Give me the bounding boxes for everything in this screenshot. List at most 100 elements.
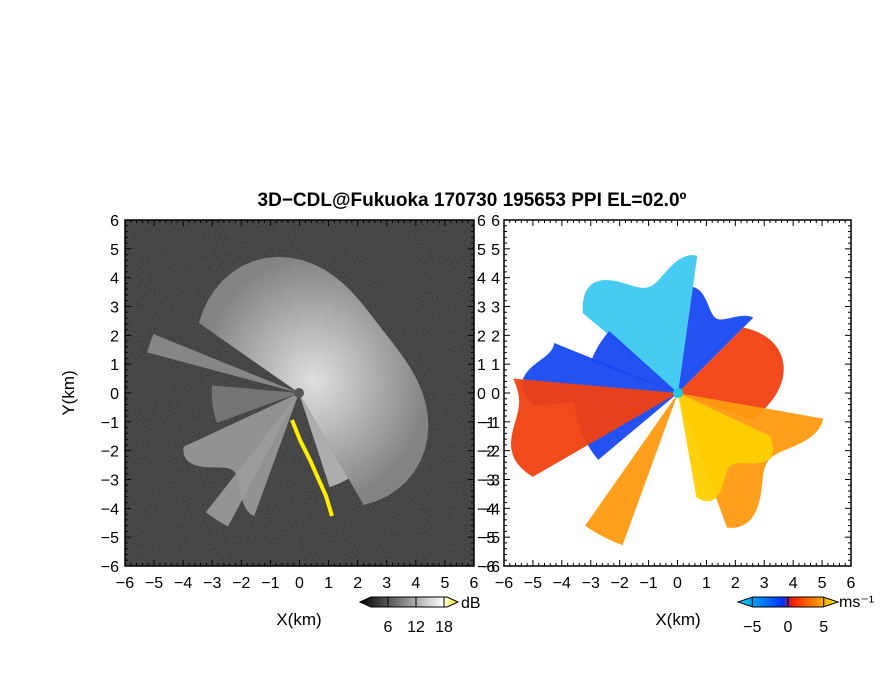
x-tick-label: −6 — [116, 575, 134, 592]
velocity-sector — [591, 331, 678, 393]
x-tick-label: 5 — [818, 575, 827, 592]
left-xlabel: X(km) — [276, 610, 321, 629]
x-tick-label: −6 — [495, 575, 513, 592]
right-axis-ticks: −6 −5 −4 −3 −2 −1 0 1 2 3 4 5 6 6 5 4 3 2 1 0 −1 −2 −3 −4 −5 −6 — [482, 213, 856, 592]
left-colorbar-bar — [358, 596, 460, 608]
x-tick-label: −5 — [524, 575, 542, 592]
y-tick-label: 3 — [110, 300, 119, 317]
y-tick-label: 6 — [110, 213, 119, 230]
y-tick-label: −1 — [101, 415, 119, 432]
colorbar-tick-label: 18 — [435, 619, 453, 636]
right-xlabel: X(km) — [655, 610, 700, 629]
y-tick-label: 3 — [491, 300, 500, 317]
left-colorbar: 6 12 18 dB — [358, 595, 481, 636]
colorbar-tick-label: −5 — [743, 619, 761, 636]
y-tick-label: 0 — [491, 386, 500, 403]
echo-sector — [183, 393, 299, 516]
strong-echo-edge — [290, 419, 334, 517]
y-tick-label: 6 — [491, 213, 500, 230]
y-tick-label-right: 6 — [477, 213, 486, 230]
x-tick-label: 0 — [295, 575, 304, 592]
y-tick-label: 4 — [110, 271, 119, 288]
left-panel: −6 −5 −4 −3 −2 −1 0 1 2 3 4 5 66 65 54 43 32 21 10 0−1 −1−2−… — [59, 213, 495, 636]
y-tick-label-right: 3 — [477, 300, 486, 317]
y-tick-label-right: −2 — [477, 444, 495, 461]
x-tick-label: −2 — [611, 575, 629, 592]
left-colorbar-unit: dB — [461, 595, 481, 612]
x-tick-label: −1 — [261, 575, 279, 592]
x-tick-label: −3 — [582, 575, 600, 592]
x-tick-label: 3 — [382, 575, 391, 592]
x-tick-label: −3 — [203, 575, 221, 592]
y-tick-label-right: −4 — [477, 501, 495, 518]
colorbar-tick-label: 5 — [819, 619, 828, 636]
x-tick-label: −1 — [639, 575, 657, 592]
y-tick-label: 5 — [110, 242, 119, 259]
x-tick-label: 1 — [324, 575, 333, 592]
right-velocity-sectors — [511, 255, 824, 546]
x-tick-label: 1 — [702, 575, 711, 592]
y-tick-label: 2 — [491, 328, 500, 345]
echo-sector — [299, 393, 349, 488]
y-tick-label: 1 — [491, 357, 500, 374]
y-tick-label: −4 — [482, 501, 500, 518]
y-tick-label: −2 — [482, 444, 500, 461]
right-colorbar-ticks: −5 0 5 — [743, 597, 828, 636]
y-tick-label: 5 — [491, 242, 500, 259]
x-tick-label: 6 — [470, 575, 479, 592]
right-colorbar: −5 0 5 ms⁻¹ — [736, 594, 874, 636]
colorbar-tick-label: 0 — [784, 619, 793, 636]
y-tick-label: −5 — [482, 530, 500, 547]
echo-sector — [198, 256, 429, 506]
echo-sector — [147, 334, 299, 393]
y-tick-label-right: 5 — [477, 242, 486, 259]
y-tick-label-right: −6 — [477, 559, 495, 576]
x-tick-label: 0 — [673, 575, 682, 592]
left-radar-site — [294, 388, 304, 398]
y-tick-label-right: 1 — [477, 357, 486, 374]
y-tick-label: −3 — [101, 473, 119, 490]
y-tick-label: 4 — [491, 271, 500, 288]
right-panel: −6 −5 −4 −3 −2 −1 0 1 2 3 4 5 6 6 5 4 3 2 1 0 −1 −2 −3 −4 −5 −6 X… — [482, 213, 874, 636]
left-axis-ticks: −6 −5 −4 −3 −2 −1 0 1 2 3 4 5 66 65 54 43 32 21 10 0−1 −1−2−… — [101, 213, 496, 592]
echo-sector — [205, 393, 299, 527]
left-colorbar-ticks: 6 12 18 — [384, 597, 453, 636]
velocity-sector — [582, 255, 698, 393]
y-tick-label-right: 2 — [477, 328, 486, 345]
y-tick-label: −2 — [101, 444, 119, 461]
y-tick-label: −1 — [482, 415, 500, 432]
left-echo-sectors — [147, 256, 429, 527]
y-tick-label: −6 — [482, 559, 500, 576]
y-tick-label: −5 — [101, 530, 119, 547]
y-tick-label-right: 4 — [477, 271, 486, 288]
x-tick-label: 2 — [731, 575, 740, 592]
figure-title: 3D−CDL@Fukuoka 170730 195653 PPI EL=02.0… — [258, 190, 687, 211]
y-tick-label: −4 — [101, 501, 119, 518]
x-tick-label: 6 — [847, 575, 856, 592]
y-tick-label-right: −1 — [477, 415, 495, 432]
x-tick-label: 2 — [353, 575, 362, 592]
y-tick-label: −6 — [101, 559, 119, 576]
y-tick-label: 0 — [110, 386, 119, 403]
colorbar-tick-label: 6 — [384, 619, 393, 636]
y-tick-label: 2 — [110, 328, 119, 345]
velocity-sector — [678, 287, 754, 393]
velocity-sector — [585, 393, 678, 546]
y-tick-label: −3 — [482, 473, 500, 490]
right-radar-site — [673, 388, 683, 398]
x-tick-label: −4 — [174, 575, 192, 592]
echo-sector — [211, 385, 299, 423]
x-tick-label: 4 — [789, 575, 798, 592]
x-tick-label: −4 — [553, 575, 571, 592]
left-ylabel: Y(km) — [59, 370, 78, 415]
velocity-sector — [678, 327, 784, 421]
y-tick-label-right: 0 — [477, 386, 486, 403]
y-tick-label: 1 — [110, 357, 119, 374]
y-tick-label-right: −3 — [477, 473, 495, 490]
right-colorbar-unit: ms⁻¹ — [839, 594, 874, 611]
x-tick-label: 3 — [760, 575, 769, 592]
colorbar-tick-label: 12 — [407, 619, 425, 636]
y-tick-label-right: −5 — [477, 530, 495, 547]
x-tick-label: −5 — [145, 575, 163, 592]
